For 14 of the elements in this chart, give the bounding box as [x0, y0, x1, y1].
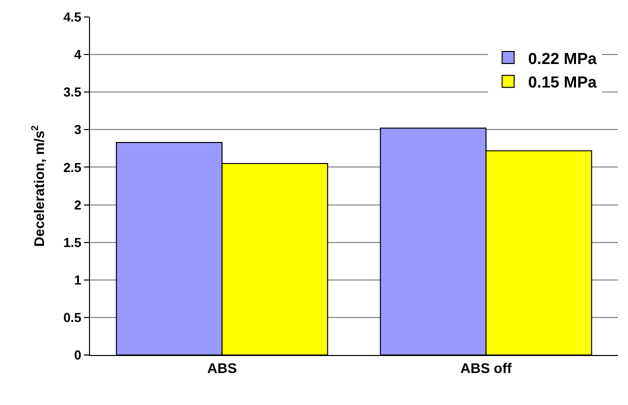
x-tick-label: ABS off [460, 360, 512, 376]
legend-label: 0.15 MPa [528, 74, 597, 92]
y-tick-label: 3.5 [63, 84, 82, 100]
y-tick-label: 2 [74, 197, 82, 212]
legend-label: 0.22 MPa [528, 50, 597, 68]
y-tick-label: 2.5 [63, 160, 82, 175]
y-tick-label: 0.5 [63, 310, 82, 325]
y-tick-label: 4 [74, 47, 82, 62]
y-tick-label: 1.5 [63, 234, 82, 250]
y-tick-label: 0 [74, 348, 82, 363]
y-tick-label: 3 [74, 122, 82, 138]
x-tick-label: ABS [207, 360, 237, 376]
y-tick-label: 1 [74, 272, 82, 288]
y-tick-label: 4.5 [63, 10, 82, 25]
